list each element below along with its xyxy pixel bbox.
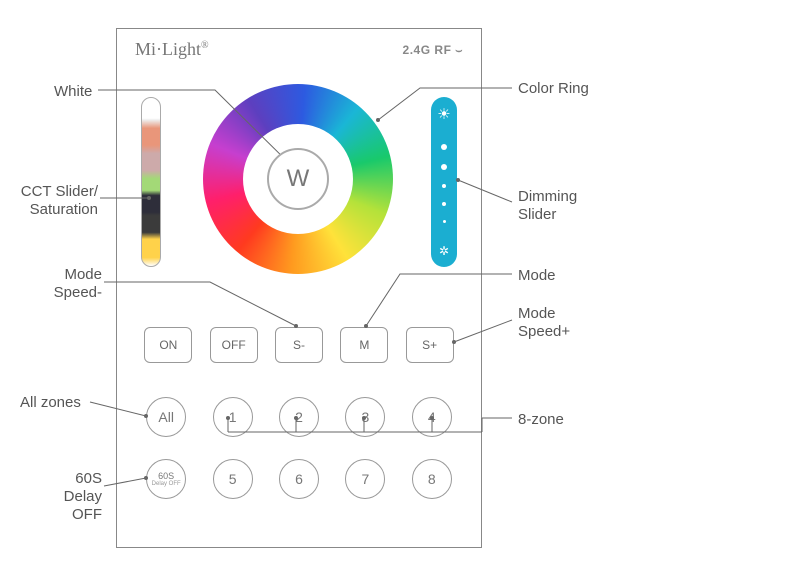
label-mode: Mode (518, 267, 556, 285)
label-dimming: Dimming Slider (518, 188, 577, 224)
zone-label: 6 (295, 471, 303, 487)
dim-dot (441, 164, 447, 170)
delay-label: 60S (158, 472, 174, 481)
speed-minus-label: S- (293, 338, 305, 352)
cct-slider[interactable] (141, 97, 161, 267)
all-zones-button[interactable]: All (146, 397, 186, 437)
label-eight-zone: 8-zone (518, 411, 564, 429)
dim-dot (441, 144, 447, 150)
mode-button-label: M (359, 338, 369, 352)
delay-off-button[interactable]: 60S Delay OFF (146, 459, 186, 499)
dim-dot (442, 184, 446, 188)
label-white: White (54, 83, 92, 101)
brand-logo: Mi·Light® (135, 39, 209, 60)
brightness-high-icon: ☀ (437, 107, 450, 122)
zone-label: 3 (361, 409, 369, 425)
label-mode-speed-plus: Mode Speed+ (518, 305, 570, 341)
rf-label: 2.4G RF ⌣ (403, 43, 463, 58)
white-button-label: W (287, 165, 310, 193)
dim-dot (443, 220, 446, 223)
off-button[interactable]: OFF (210, 327, 258, 363)
label-delay-off: 60S Delay OFF (30, 470, 102, 524)
zone-label: 1 (229, 409, 237, 425)
label-color-ring: Color Ring (518, 80, 589, 98)
brightness-low-icon: ✲ (439, 245, 449, 257)
zone-1-button[interactable]: 1 (213, 397, 253, 437)
zone-3-button[interactable]: 3 (345, 397, 385, 437)
zone-6-button[interactable]: 6 (279, 459, 319, 499)
zone-8-button[interactable]: 8 (412, 459, 452, 499)
label-all-zones: All zones (20, 394, 81, 412)
zone-5-button[interactable]: 5 (213, 459, 253, 499)
zone-label: 7 (361, 471, 369, 487)
on-button[interactable]: ON (144, 327, 192, 363)
brand-text: Mi·Light (135, 39, 201, 59)
delay-sub-label: Delay OFF (152, 481, 181, 487)
label-cct: CCT Slider/ Saturation (0, 183, 98, 219)
on-button-label: ON (159, 338, 177, 352)
speed-plus-label: S+ (422, 338, 437, 352)
zone-label: 8 (428, 471, 436, 487)
dim-dot (442, 202, 446, 206)
zone-2-button[interactable]: 2 (279, 397, 319, 437)
mode-button-row: ON OFF S- M S+ (117, 327, 481, 363)
mode-button[interactable]: M (340, 327, 388, 363)
label-mode-speed-minus: Mode Speed- (44, 266, 102, 302)
rf-text: 2.4G RF (403, 43, 452, 57)
zone-label: 2 (295, 409, 303, 425)
dimming-slider[interactable]: ☀ ✲ (431, 97, 457, 267)
zone-label: 4 (428, 409, 436, 425)
wifi-icon: ⌣ (455, 45, 463, 57)
all-zones-label: All (158, 409, 174, 425)
remote-panel: Mi·Light® 2.4G RF ⌣ W ☀ ✲ ON OFF S- M S+… (116, 28, 482, 548)
zone-4-button[interactable]: 4 (412, 397, 452, 437)
speed-plus-button[interactable]: S+ (406, 327, 454, 363)
zone-grid: All 1 2 3 4 60S Delay OFF 5 6 7 8 (117, 397, 481, 499)
speed-minus-button[interactable]: S- (275, 327, 323, 363)
dimming-dots (441, 144, 447, 223)
zone-7-button[interactable]: 7 (345, 459, 385, 499)
off-button-label: OFF (222, 338, 246, 352)
color-ring-wrap: W (203, 84, 393, 274)
white-button[interactable]: W (267, 148, 329, 210)
zone-label: 5 (229, 471, 237, 487)
brand-trademark: ® (201, 40, 209, 51)
